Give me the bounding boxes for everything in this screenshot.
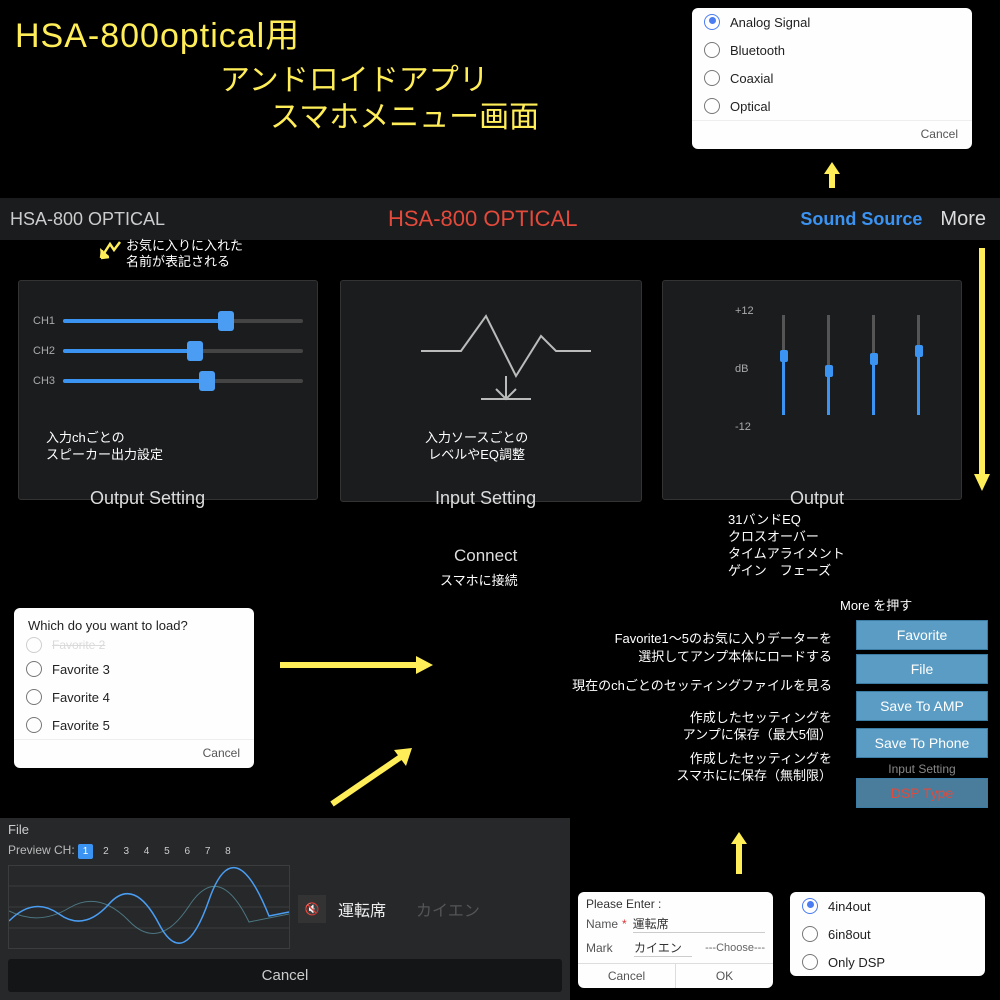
load-cancel-button[interactable]: Cancel bbox=[14, 739, 254, 768]
source-option-bluetooth[interactable]: Bluetooth bbox=[692, 36, 972, 64]
side-menu-sub: Input Setting bbox=[856, 762, 988, 776]
ch-3[interactable]: 3 bbox=[119, 844, 134, 859]
favorite-button[interactable]: Favorite bbox=[856, 620, 988, 650]
file-panel-title: File bbox=[0, 818, 570, 841]
enter-title: Please Enter : bbox=[578, 892, 773, 913]
connect-title[interactable]: Connect bbox=[454, 546, 517, 566]
save-amp-button[interactable]: Save To AMP bbox=[856, 691, 988, 721]
more-press-note: More を押す bbox=[840, 595, 912, 614]
source-option-optical[interactable]: Optical bbox=[692, 92, 972, 120]
ch-6[interactable]: 6 bbox=[180, 844, 195, 859]
eq-notes: 31バンドEQクロスオーバータイムアライメントゲイン フェーズ bbox=[728, 512, 845, 580]
dsp-6in8out[interactable]: 6in8out bbox=[790, 920, 985, 948]
load-popup-title: Which do you want to load? bbox=[14, 608, 254, 637]
dsp-4in4out[interactable]: 4in4out bbox=[790, 892, 985, 920]
input-setting-title: Input Setting bbox=[435, 488, 536, 509]
fav-note: お気に入りに入れた名前が表記される bbox=[126, 238, 243, 271]
load-option-3[interactable]: Favorite 3 bbox=[14, 655, 254, 683]
load-option-hidden: Favorite 2 bbox=[14, 637, 254, 655]
ch-4[interactable]: 4 bbox=[139, 844, 154, 859]
save-phone-button[interactable]: Save To Phone bbox=[856, 728, 988, 758]
ch-7[interactable]: 7 bbox=[200, 844, 215, 859]
sound-source-popup: Analog Signal Bluetooth Coaxial Optical … bbox=[692, 8, 972, 149]
connect-desc: スマホに接続 bbox=[440, 570, 518, 589]
subtitle-2: スマホメニュー画面 bbox=[270, 92, 539, 136]
arrow-diag2-icon bbox=[326, 746, 416, 815]
input-setting-card[interactable] bbox=[340, 280, 642, 502]
input-desc: 入力ソースごとのレベルやEQ調整 bbox=[425, 430, 528, 464]
load-popup: Which do you want to load? Favorite 2 Fa… bbox=[14, 608, 254, 768]
load-option-5[interactable]: Favorite 5 bbox=[14, 711, 254, 739]
tab-driver-seat[interactable]: 運転席 bbox=[338, 897, 386, 921]
output-setting-card[interactable]: CH1 CH2 CH3 bbox=[18, 280, 318, 500]
enter-cancel-button[interactable]: Cancel bbox=[578, 964, 676, 988]
dsp-onlydsp[interactable]: Only DSP bbox=[790, 948, 985, 976]
source-option-coaxial[interactable]: Coaxial bbox=[692, 64, 972, 92]
load-option-4[interactable]: Favorite 4 bbox=[14, 683, 254, 711]
mute-icon[interactable]: 🔇 bbox=[298, 895, 326, 923]
arrow-down-long-icon bbox=[972, 248, 992, 498]
waveform-icon bbox=[341, 281, 641, 421]
ch-8[interactable]: 8 bbox=[220, 844, 235, 859]
mark-input[interactable]: カイエン bbox=[634, 939, 692, 957]
dsp-type-button[interactable]: DSP Type bbox=[856, 778, 988, 808]
sound-source-button[interactable]: Sound Source bbox=[800, 209, 922, 230]
name-input[interactable]: 運転席 bbox=[633, 915, 765, 933]
preview-ch-row: Preview CH: 1 2 3 4 5 6 7 8 bbox=[0, 841, 570, 865]
arrow-up-small-icon bbox=[730, 830, 748, 881]
arrow-diag-icon bbox=[98, 240, 124, 267]
menu-descs: Favorite1～5のお気に入りデーターを 選択してアンプ本体にロードする 現… bbox=[452, 630, 832, 785]
file-panel: File Preview CH: 1 2 3 4 5 6 7 8 🔇 運転席 カ… bbox=[0, 818, 570, 1000]
device-name-center: HSA-800 OPTICAL bbox=[165, 206, 800, 232]
file-button[interactable]: File bbox=[856, 654, 988, 684]
eq-graph bbox=[8, 865, 290, 949]
source-option-analog[interactable]: Analog Signal bbox=[692, 8, 972, 36]
ch-1[interactable]: 1 bbox=[78, 844, 93, 859]
file-cancel-button[interactable]: Cancel bbox=[8, 959, 562, 992]
ch-5[interactable]: 5 bbox=[159, 844, 174, 859]
output-setting-title: Output Setting bbox=[90, 488, 205, 509]
choose-select[interactable]: ---Choose--- bbox=[692, 942, 765, 954]
tab-cayenne[interactable]: カイエン bbox=[416, 897, 480, 921]
dsp-popup: 4in4out 6in8out Only DSP bbox=[790, 892, 985, 976]
app-header: HSA-800 OPTICAL HSA-800 OPTICAL Sound So… bbox=[0, 198, 1000, 240]
output-desc: 入力chごとのスピーカー出力設定 bbox=[46, 430, 163, 464]
side-menu: Favorite File Save To AMP Save To Phone … bbox=[856, 620, 988, 812]
source-cancel-button[interactable]: Cancel bbox=[692, 120, 972, 149]
enter-dialog: Please Enter : Name * 運転席 Mark カイエン ---C… bbox=[578, 892, 773, 988]
arrow-right-icon bbox=[280, 656, 435, 679]
output-eq-card[interactable]: +12 dB -12 bbox=[662, 280, 962, 500]
ch-2[interactable]: 2 bbox=[98, 844, 113, 859]
page-title: HSA-800optical用 bbox=[15, 8, 300, 57]
device-name-left: HSA-800 OPTICAL bbox=[0, 209, 165, 230]
more-button[interactable]: More bbox=[940, 208, 986, 231]
output-eq-title: Output bbox=[790, 488, 844, 509]
enter-ok-button[interactable]: OK bbox=[676, 964, 773, 988]
arrow-up-icon bbox=[822, 160, 842, 195]
